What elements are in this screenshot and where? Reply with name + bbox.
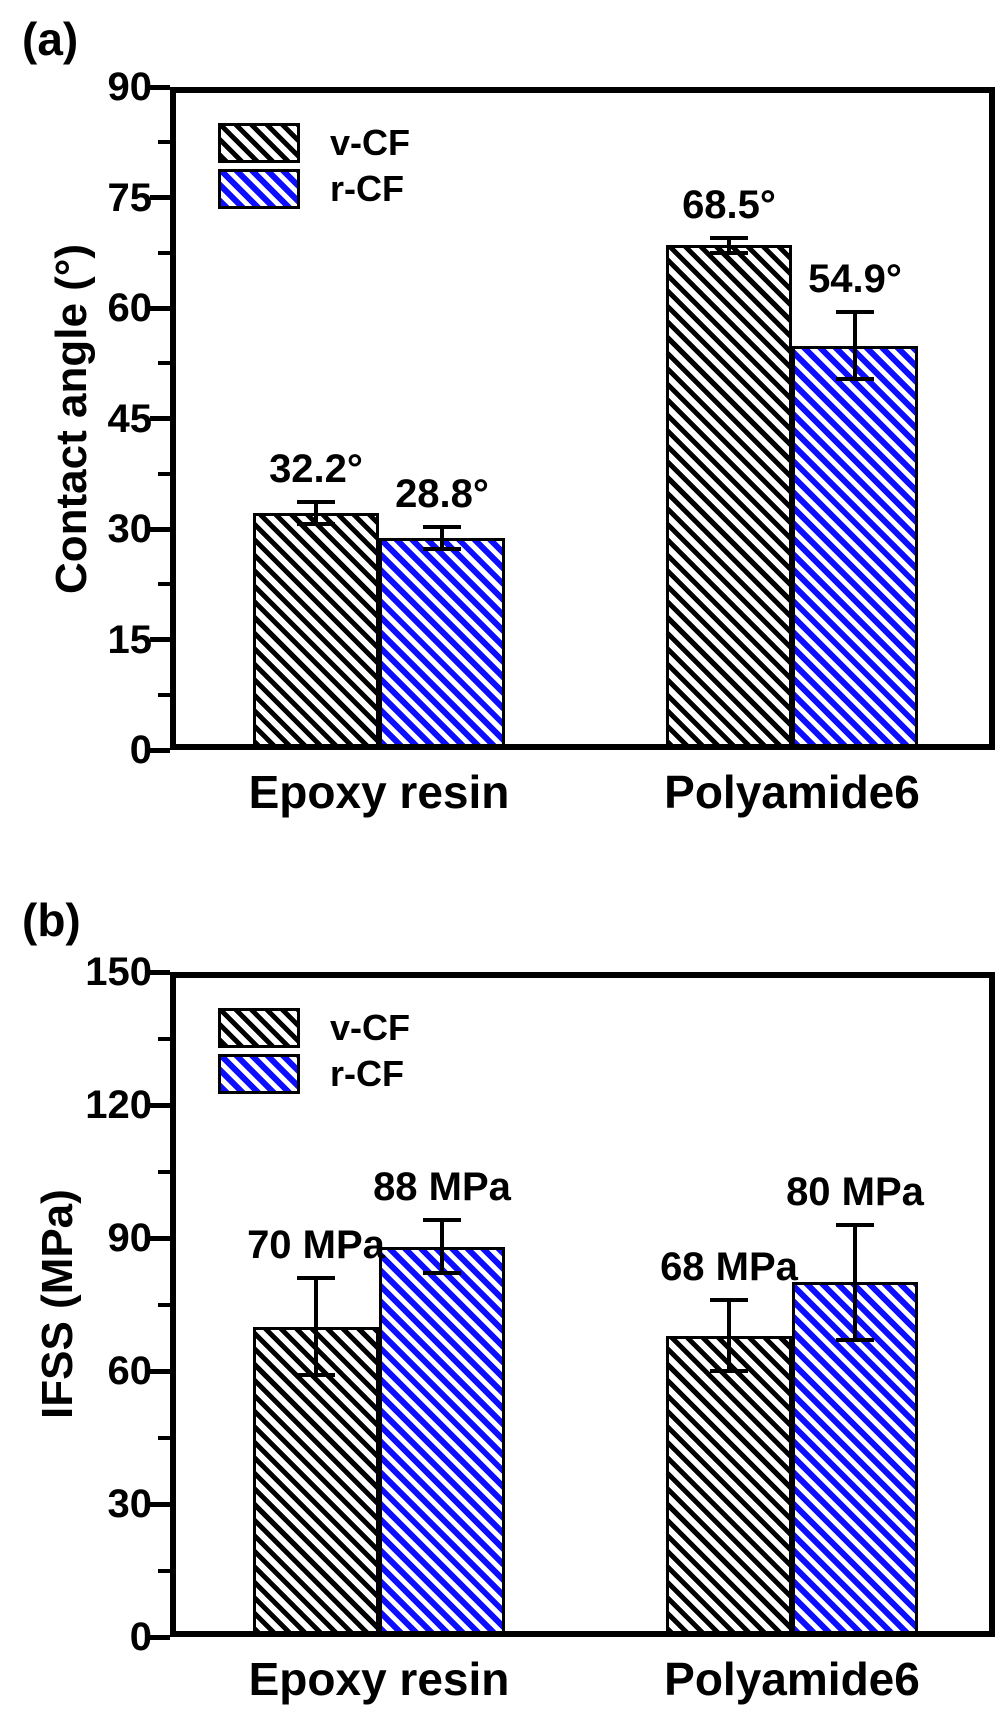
error-bar-cap-bottom: [710, 250, 748, 255]
bar-r-CF-polyamide6: [792, 345, 918, 750]
error-bar-cap-top: [836, 1222, 874, 1227]
y-axis-tick-label: 120: [85, 1083, 152, 1127]
y-axis-minor-tick: [158, 471, 170, 476]
error-bar-cap-top: [710, 1298, 748, 1303]
error-bar-cap-top: [423, 1218, 461, 1223]
y-axis-tick-label: 90: [107, 65, 153, 109]
error-bar-cap-bottom: [836, 376, 874, 381]
y-axis-tick: [150, 637, 170, 642]
x-axis-category-label: Polyamide6: [664, 766, 920, 818]
y-axis-minor-tick: [158, 1568, 170, 1573]
bar-v-CF-epoxy-resin: [253, 1326, 379, 1637]
error-bar-cap-bottom: [423, 546, 461, 551]
x-axis-category-label: Epoxy resin: [248, 1653, 510, 1705]
y-axis-tick-label: 0: [129, 728, 152, 772]
bar-value-label: 68.5°: [682, 183, 776, 228]
y-axis-minor-tick: [158, 1036, 170, 1041]
y-axis-tick-label: 30: [107, 507, 153, 551]
legend-label-r-CF: r-CF: [330, 1053, 404, 1094]
y-axis-tick-label: 75: [107, 175, 153, 220]
y-axis-minor-tick: [158, 582, 170, 587]
bar-value-label: 70 MPa: [247, 1222, 385, 1267]
bar-value-label: 80 MPa: [786, 1169, 924, 1214]
y-axis-tick: [150, 747, 170, 753]
y-axis-tick-label: 150: [85, 950, 152, 994]
x-axis-category-label: Epoxy resin: [248, 766, 510, 818]
legend-swatch-v-CF: [218, 1008, 300, 1048]
error-bar-line: [314, 501, 318, 524]
legend-swatch-r-CF: [218, 169, 300, 209]
x-axis-category-label: Polyamide6: [664, 1653, 920, 1705]
legend-swatch-r-CF: [218, 1054, 300, 1094]
y-axis-minor-tick: [158, 692, 170, 697]
error-bar-cap-bottom: [297, 521, 335, 526]
y-axis-tick-label: 60: [107, 286, 153, 330]
error-bar-cap-top: [297, 1275, 335, 1280]
y-axis-tick: [150, 1634, 170, 1640]
error-bar-line: [853, 1224, 857, 1340]
y-axis-title: IFSS (MPa): [33, 1189, 82, 1420]
y-axis-tick-label: 45: [107, 396, 153, 441]
y-axis-minor-tick: [158, 140, 170, 145]
bar-v-CF-polyamide6: [666, 245, 792, 750]
error-bar-line: [314, 1277, 318, 1376]
y-axis-tick: [150, 416, 170, 421]
y-axis-title: Contact angle (°): [47, 243, 96, 594]
bar-value-label: 32.2°: [269, 446, 363, 491]
y-axis-tick-label: 90: [107, 1216, 153, 1260]
y-axis-minor-tick: [158, 250, 170, 255]
legend-label-v-CF: v-CF: [330, 122, 410, 163]
y-axis-tick: [150, 195, 170, 200]
y-axis-tick: [150, 526, 170, 532]
y-axis-tick: [150, 1368, 170, 1374]
y-axis-tick: [150, 969, 170, 975]
y-axis-tick-label: 30: [107, 1482, 153, 1526]
bar-r-CF-epoxy-resin: [379, 1246, 505, 1637]
y-axis-tick: [150, 1501, 170, 1507]
bar-value-label: 88 MPa: [373, 1165, 511, 1210]
y-axis-tick-label: 60: [107, 1349, 153, 1393]
panel-label: (a): [22, 13, 79, 65]
legend-label-v-CF: v-CF: [330, 1007, 410, 1048]
error-bar-line: [727, 238, 731, 253]
error-bar-line: [440, 1220, 444, 1274]
bar-value-label: 28.8°: [395, 471, 489, 516]
y-axis-tick: [150, 1102, 170, 1108]
bar-value-label: 68 MPa: [660, 1245, 798, 1290]
error-bar-line: [440, 526, 444, 549]
y-axis-minor-tick: [158, 361, 170, 366]
y-axis-minor-tick: [158, 1302, 170, 1307]
error-bar-line: [853, 312, 857, 379]
error-bar-cap-top: [710, 236, 748, 241]
bar-r-CF-epoxy-resin: [379, 537, 505, 750]
y-axis-tick: [150, 305, 170, 311]
y-axis-tick: [150, 84, 170, 90]
error-bar-cap-top: [836, 310, 874, 315]
error-bar-cap-top: [297, 499, 335, 504]
error-bar-cap-bottom: [710, 1369, 748, 1373]
y-axis-minor-tick: [158, 1435, 170, 1440]
error-bar-line: [727, 1300, 731, 1371]
error-bar-cap-bottom: [836, 1337, 874, 1342]
bar-v-CF-epoxy-resin: [253, 512, 379, 750]
y-axis-tick: [150, 1235, 170, 1241]
bar-v-CF-polyamide6: [666, 1335, 792, 1637]
y-axis-tick-label: 15: [107, 617, 153, 662]
error-bar-cap-bottom: [297, 1373, 335, 1378]
error-bar-cap-top: [423, 524, 461, 529]
y-axis-tick-label: 0: [129, 1615, 152, 1659]
y-axis-minor-tick: [158, 1169, 170, 1174]
error-bar-cap-bottom: [423, 1271, 461, 1276]
panel-label: (b): [22, 894, 81, 946]
legend-label-r-CF: r-CF: [330, 168, 404, 209]
legend-swatch-v-CF: [218, 123, 300, 163]
bar-value-label: 54.9°: [808, 257, 902, 302]
